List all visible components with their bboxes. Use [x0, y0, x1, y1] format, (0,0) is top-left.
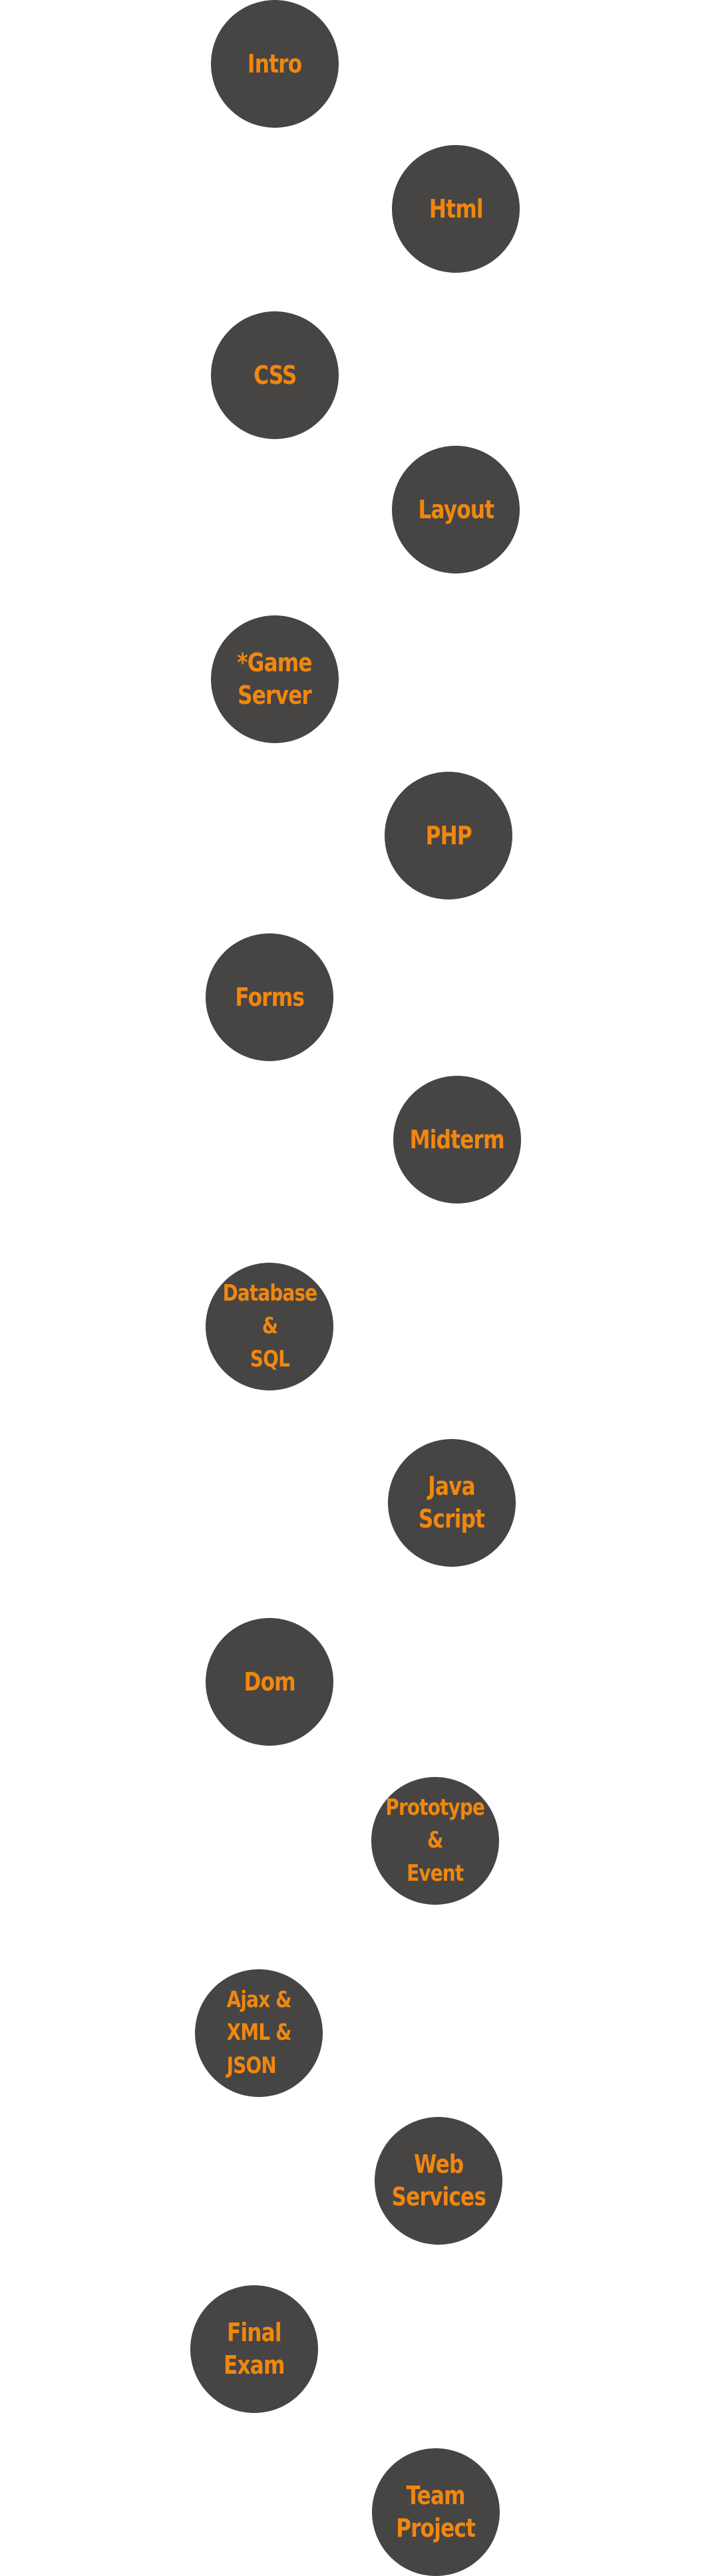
topic-node-midterm[interactable]: Midterm	[393, 1076, 521, 1204]
topic-label: Team Project	[396, 2481, 476, 2543]
topic-node-css[interactable]: CSS	[211, 311, 339, 439]
topic-node-database-sql[interactable]: Database & SQL	[206, 1263, 333, 1390]
topic-node-html[interactable]: Html	[392, 145, 520, 273]
topic-node-forms[interactable]: Forms	[206, 933, 333, 1061]
topic-label: Final Exam	[224, 2318, 285, 2380]
topic-label: Forms	[235, 982, 305, 1012]
topic-label: Intro	[248, 49, 302, 79]
topic-node-dom[interactable]: Dom	[206, 1618, 333, 1746]
topic-label: Html	[429, 194, 484, 224]
topic-label: PHP	[425, 820, 472, 850]
topic-label: *Game Server	[237, 648, 313, 710]
topic-label: Ajax & XML & JSON	[226, 1987, 291, 2079]
topic-node-ajax-xml-json[interactable]: Ajax & XML & JSON	[195, 1969, 323, 2097]
topic-node-layout[interactable]: Layout	[392, 446, 520, 573]
topic-label: Midterm	[409, 1124, 505, 1154]
topic-node-team-project[interactable]: Team Project	[372, 2448, 500, 2576]
topic-label: Dom	[244, 1667, 295, 1696]
topic-node-php[interactable]: PHP	[385, 772, 512, 899]
topic-node-javascript[interactable]: Java Script	[388, 1439, 516, 1567]
topic-label: CSS	[253, 360, 297, 390]
topic-node-web-services[interactable]: Web Services	[375, 2117, 502, 2245]
topic-label: Java Script	[419, 1472, 485, 1533]
topic-node-game-server[interactable]: *Game Server	[211, 615, 339, 743]
topic-label: Web Services	[391, 2150, 486, 2211]
topic-label: Layout	[418, 494, 494, 524]
topic-node-prototype-event[interactable]: Prototype & Event	[371, 1777, 499, 1905]
topic-node-intro[interactable]: Intro	[211, 0, 339, 128]
topic-label: Prototype & Event	[385, 1794, 486, 1887]
topic-node-final-exam[interactable]: Final Exam	[190, 2285, 318, 2413]
topic-label: Database & SQL	[222, 1280, 317, 1372]
